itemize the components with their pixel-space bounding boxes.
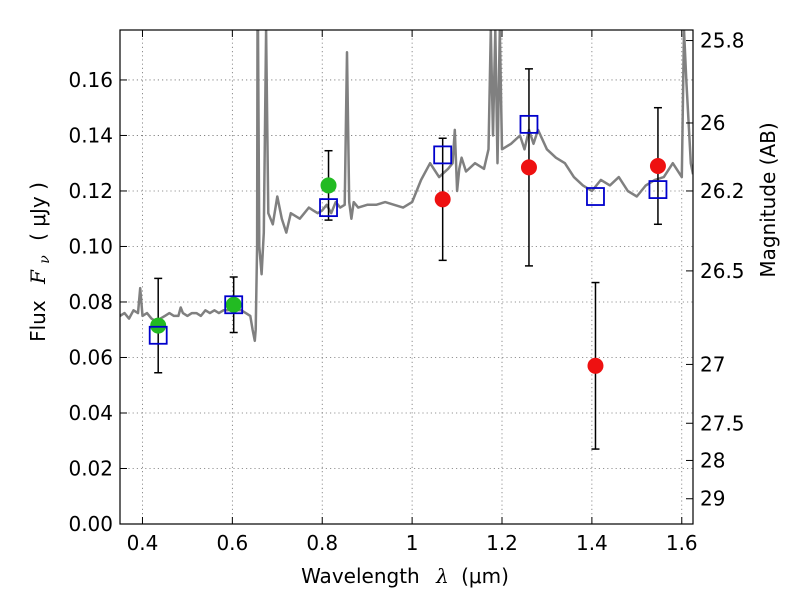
x-tick-label: 1.4 bbox=[576, 531, 608, 555]
y-tick-label: 0.16 bbox=[68, 68, 113, 92]
markers-layer bbox=[148, 114, 668, 374]
magnitude-tick-label: 26.2 bbox=[700, 179, 745, 203]
y-tick-label: 0.00 bbox=[68, 512, 113, 536]
grid bbox=[120, 30, 693, 525]
magnitude-tick-label: 27 bbox=[700, 352, 725, 376]
right-axis-title: Magnitude (AB) bbox=[756, 122, 780, 277]
magnitude-tick-label: 25.8 bbox=[700, 29, 745, 53]
plot-frame bbox=[119, 29, 694, 525]
x-tick-label: 1 bbox=[406, 531, 419, 555]
model-photometry-box bbox=[148, 325, 168, 345]
y-axis-ticks: 0.00 0.02 0.04 0.06 0.08 0.10 0.12 0.14 0.16 bbox=[68, 68, 127, 536]
model-spectrum-line bbox=[120, 30, 693, 343]
x-axis-label: Wavelength bbox=[301, 564, 420, 588]
magnitude-tick-label: 26.5 bbox=[700, 259, 745, 283]
observed-point bbox=[150, 317, 167, 334]
x-axis-ticks: 0.4 0.6 0.8 1 1.2 1.4 1.6 bbox=[127, 30, 698, 555]
x-axis-title: Wavelength λ (μm) bbox=[301, 564, 509, 588]
model-photometry-box bbox=[519, 114, 539, 134]
y-axis-label: Flux bbox=[26, 300, 50, 342]
magnitude-tick-label: 26 bbox=[700, 111, 725, 135]
x-tick-label: 0.6 bbox=[216, 531, 248, 555]
error-bars-layer bbox=[154, 68, 662, 450]
y-tick-label: 0.14 bbox=[68, 123, 113, 147]
y-axis-subscript: ν bbox=[37, 255, 53, 264]
magnitude-tick-label: 29 bbox=[700, 487, 725, 511]
y-tick-label: 0.04 bbox=[68, 401, 113, 425]
y-tick-label: 0.12 bbox=[68, 179, 113, 203]
x-tick-label: 0.4 bbox=[127, 531, 159, 555]
observed-point bbox=[434, 191, 451, 208]
observed-point bbox=[520, 159, 537, 176]
observed-point bbox=[587, 357, 604, 374]
y-tick-label: 0.10 bbox=[68, 234, 113, 258]
model-photometry-box bbox=[433, 145, 453, 165]
model-photometry-box bbox=[648, 180, 668, 199]
observed-point bbox=[320, 177, 337, 194]
magnitude-axis-ticks: 25.8 26 26.2 26.5 27 27.5 28 29 bbox=[686, 29, 745, 511]
x-axis-unit: (μm) bbox=[461, 564, 509, 588]
y-axis-title: Flux F ν ( μJy ) bbox=[26, 182, 54, 342]
observed-point bbox=[649, 157, 666, 174]
x-tick-label: 0.8 bbox=[306, 531, 338, 555]
model-photometry-box bbox=[224, 295, 244, 315]
observed-point bbox=[225, 296, 242, 313]
y-axis-unit: ( μJy ) bbox=[26, 182, 50, 241]
magnitude-tick-label: 28 bbox=[700, 448, 725, 472]
y-tick-label: 0.06 bbox=[68, 345, 113, 369]
x-axis-symbol: λ bbox=[435, 564, 449, 588]
y-tick-label: 0.08 bbox=[68, 290, 113, 314]
model-photometry-box bbox=[319, 198, 338, 218]
y-axis-symbol: F bbox=[26, 269, 50, 285]
model-photometry-box bbox=[586, 187, 605, 206]
model-spectrum-layer bbox=[120, 30, 693, 343]
y-tick-label: 0.02 bbox=[68, 456, 113, 480]
magnitude-tick-label: 27.5 bbox=[700, 411, 745, 435]
x-tick-label: 1.6 bbox=[666, 531, 698, 555]
x-tick-label: 1.2 bbox=[486, 531, 518, 555]
